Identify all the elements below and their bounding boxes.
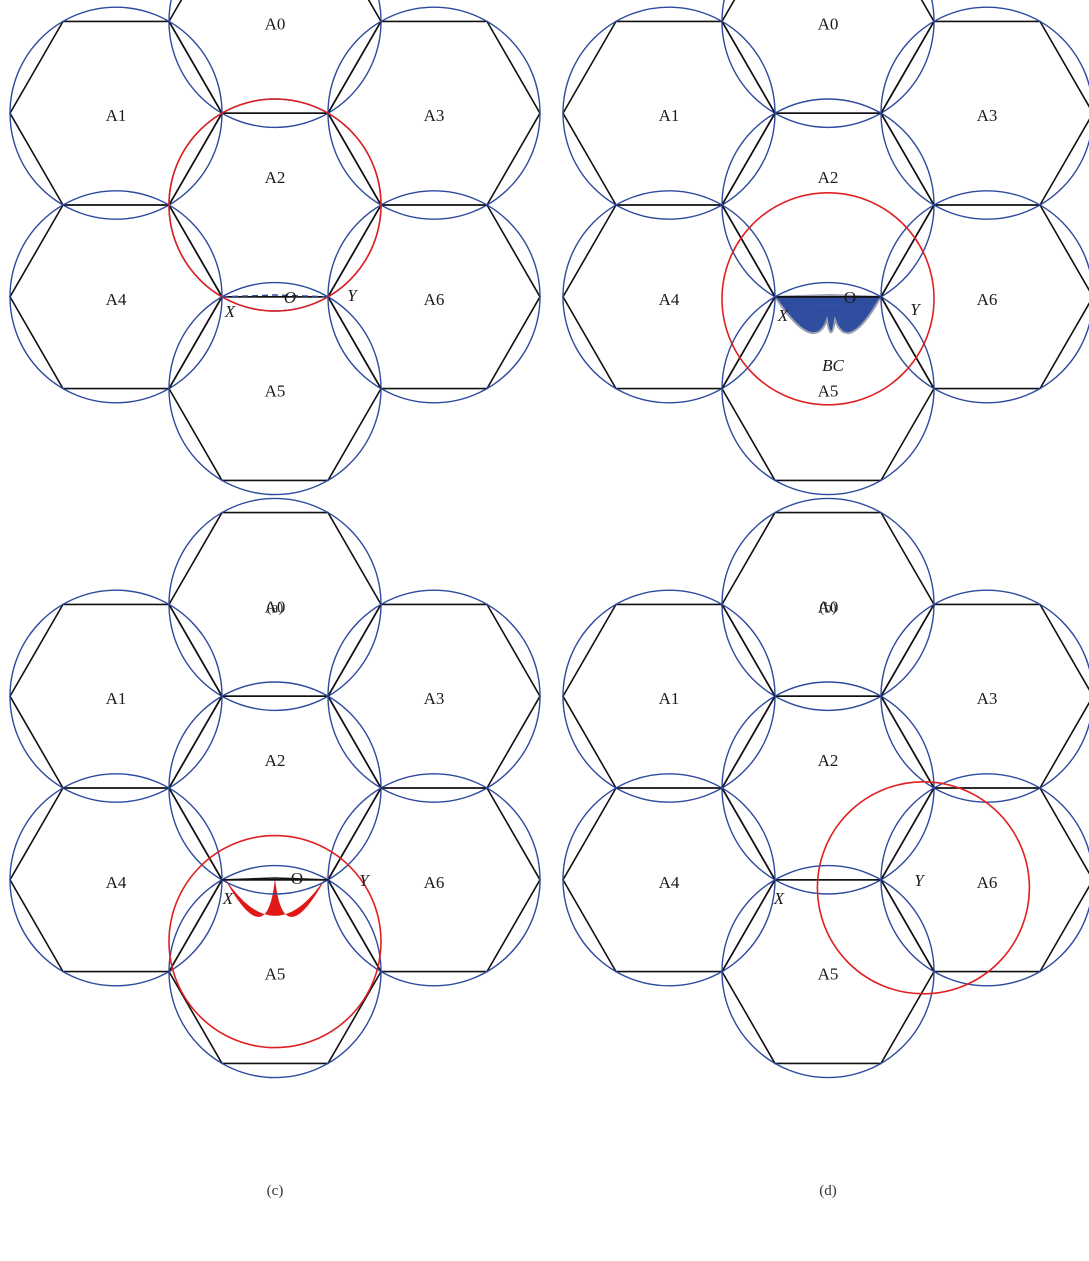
cell-label-a6: A6 [977,873,998,892]
cell-label-a6: A6 [424,290,445,309]
hexagon-a2 [721,112,935,298]
panel-caption: (d) [819,1183,837,1199]
cell-label-a3: A3 [424,689,445,708]
dashed-triangle [221,294,329,298]
cell-label-a2: A2 [818,751,839,770]
highlight-circle [168,98,382,312]
point-o-label: O [284,288,296,307]
cell-label-a2: A2 [818,168,839,187]
highlight-circle [168,834,382,1049]
coverage-circle-a6 [880,773,1089,987]
coverage-circle-a2 [721,681,935,895]
region-bc [773,293,883,335]
cell-label-a2: A2 [265,751,286,770]
cell-label-a5: A5 [818,382,839,401]
coverage-circle-a2 [168,98,382,312]
cell-label-a1: A1 [659,106,680,125]
panel-caption: (b) [819,600,837,616]
coverage-circle-a2 [721,98,935,312]
point-x-label: X [222,889,234,908]
cell-label-a0: A0 [818,597,839,616]
coverage-circle-a3 [327,589,541,803]
cell-label-a0: A0 [265,14,286,33]
point-x-label: X [777,306,789,325]
cell-label-a3: A3 [424,106,445,125]
panel-caption: (c) [267,1183,284,1199]
hexagon-a2 [168,112,382,298]
panel-d: A0 A1 A2 A3 A4 A5 A6 X Y (d) [562,497,1089,1199]
cell-label-a4: A4 [659,873,680,892]
point-y-label: Y [914,871,925,890]
cell-label-a4: A4 [106,873,127,892]
point-y-label: Y [359,871,370,890]
point-y-label: Y [910,300,921,319]
cell-label-a0: A0 [265,597,286,616]
cell-label-a1: A1 [106,689,127,708]
highlight-circle [721,191,935,406]
outline-triangle [221,877,329,881]
cell-label-a5: A5 [818,965,839,984]
hexagon-a2 [721,695,935,881]
region-bc-label: BC [822,356,844,375]
highlight-circle [816,780,1031,995]
hexagon-a2 [168,695,382,881]
cell-label-a2: A2 [265,168,286,187]
cell-label-a3: A3 [977,689,998,708]
panel-c: A0 A1 A2 A3 A4 A5 A6 O X Y (c) [9,497,541,1199]
cell-label-a5: A5 [265,965,286,984]
coverage-circle-a2 [168,681,382,895]
cell-label-a1: A1 [659,689,680,708]
cell-label-a3: A3 [977,106,998,125]
region-red [222,873,328,917]
coverage-circle-a6 [880,190,1089,404]
point-y-label: Y [347,286,358,305]
point-o-label: O [291,869,303,888]
cell-label-a6: A6 [424,873,445,892]
cell-label-a0: A0 [818,14,839,33]
coverage-circle-a3 [880,6,1089,220]
cell-label-a6: A6 [977,290,998,309]
point-x-label: X [773,889,785,908]
panel-a: A0 A1 A2 A3 A4 A5 A6 O X Y (a) [9,0,541,616]
panel-caption: (a) [267,600,284,616]
panel-b: A0 A1 A2 A3 A4 A5 A6 O BC X Y (b) [562,0,1089,616]
point-o-label: O [844,288,856,307]
cell-label-a1: A1 [106,106,127,125]
cell-label-a5: A5 [265,382,286,401]
point-x-label: X [224,302,236,321]
cell-label-a4: A4 [106,290,127,309]
cell-label-a4: A4 [659,290,680,309]
